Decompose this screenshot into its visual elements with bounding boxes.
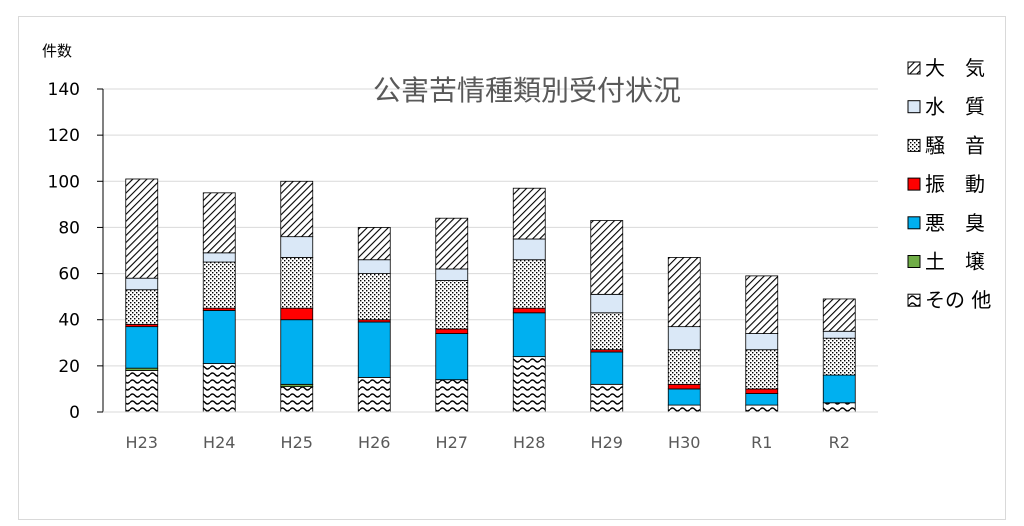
y-tick-60: 60	[58, 265, 80, 285]
bar-H24-その-他	[202, 363, 236, 413]
x-tick-H30: H30	[668, 433, 700, 452]
bar-H30-その-他	[667, 404, 701, 413]
bars	[125, 178, 856, 413]
bar-H26-騒-音	[357, 273, 391, 321]
bar-R2-大-気	[822, 298, 856, 332]
bar-H26-その-他	[357, 376, 391, 413]
bar-R1-騒-音	[745, 349, 779, 390]
bar-R2-悪-臭	[822, 374, 856, 404]
bar-H26-水-質	[357, 259, 391, 274]
legend-swatch-その-他	[907, 293, 921, 307]
bar-R1-振-動	[745, 388, 779, 394]
y-tick-80: 80	[58, 218, 80, 238]
bar-H26-大-気	[357, 227, 391, 261]
x-tick-H25: H25	[281, 433, 313, 452]
chart-title: 公害苦情種類別受付状況	[373, 74, 681, 107]
chart-frame	[18, 16, 1006, 520]
y-tick-140: 140	[48, 80, 80, 100]
x-tick-R2: R2	[829, 433, 850, 452]
y-tick-20: 20	[58, 357, 80, 377]
axes	[102, 89, 878, 413]
bar-H26-悪-臭	[357, 321, 391, 378]
bar-H25-大-気	[280, 180, 314, 238]
legend-swatch-大-気	[907, 61, 921, 75]
bar-H29-大-気	[590, 220, 624, 295]
bar-H28-その-他	[512, 356, 546, 413]
bar-H28-騒-音	[512, 259, 546, 309]
bar-H25-その-他	[280, 386, 314, 413]
legend-label-その-他: その 他	[925, 288, 991, 312]
x-tick-H23: H23	[126, 433, 158, 452]
bar-H24-悪-臭	[202, 310, 236, 364]
bar-R2-その-他	[822, 402, 856, 413]
bar-H27-水-質	[435, 268, 469, 281]
x-tick-labels: H23 H24 H25 H26 H27 H28 H29 H30 R1 R2	[126, 433, 850, 452]
bar-H28-悪-臭	[512, 312, 546, 358]
legend-swatch-土-壌	[907, 255, 921, 268]
bar-H25-水-質	[280, 236, 314, 258]
bar-H25-悪-臭	[280, 319, 314, 385]
y-tick-100: 100	[48, 172, 80, 192]
bar-H25-騒-音	[280, 257, 314, 309]
bar-H27-騒-音	[435, 280, 469, 330]
bar-H23-悪-臭	[125, 326, 159, 369]
bar-H29-水-質	[590, 293, 624, 314]
legend-label-大-気: 大 気	[925, 56, 985, 80]
legend-label-悪-臭: 悪 臭	[925, 211, 985, 235]
bar-H27-振-動	[435, 328, 469, 334]
bar-H28-水-質	[512, 238, 546, 261]
bar-H27-悪-臭	[435, 333, 469, 381]
bar-H30-振-動	[667, 383, 701, 390]
legend-swatch-振-動	[907, 177, 921, 191]
bar-H29-その-他	[590, 383, 624, 413]
x-tick-H24: H24	[203, 433, 235, 452]
bar-H24-騒-音	[202, 261, 236, 309]
bar-H23-水-質	[125, 277, 159, 291]
legend-swatch-悪-臭	[907, 216, 921, 230]
legend-swatch-騒-音	[907, 138, 921, 152]
bar-H25-振-動	[280, 307, 314, 321]
bar-H28-大-気	[512, 187, 546, 240]
bar-H24-大-気	[202, 192, 236, 254]
x-tick-H28: H28	[513, 433, 545, 452]
bar-R2-騒-音	[822, 337, 856, 376]
legend-swatch-水-質	[907, 100, 921, 114]
bar-H29-騒-音	[590, 312, 624, 351]
bar-R2-水-質	[822, 330, 856, 339]
bar-R1-水-質	[745, 333, 779, 351]
bar-H30-水-質	[667, 326, 701, 351]
bar-H23-その-他	[125, 370, 159, 413]
legend: 大 気水 質騒 音振 動悪 臭土 壌その 他	[907, 56, 991, 312]
bar-H28-振-動	[512, 307, 546, 314]
y-tick-40: 40	[58, 311, 80, 331]
bar-R1-その-他	[745, 404, 779, 413]
y-tick-120: 120	[48, 126, 80, 146]
bar-H30-大-気	[667, 257, 701, 328]
x-tick-R1: R1	[751, 433, 772, 452]
x-tick-H26: H26	[358, 433, 390, 452]
bar-H30-騒-音	[667, 349, 701, 385]
legend-label-振-動: 振 動	[925, 172, 985, 196]
bar-H24-水-質	[202, 252, 236, 263]
bar-H23-騒-音	[125, 289, 159, 325]
y-tick-labels: 0 20 40 60 80 100 120 140	[48, 80, 80, 423]
bar-H27-大-気	[435, 217, 469, 270]
legend-label-水-質: 水 質	[925, 95, 985, 119]
bar-R1-悪-臭	[745, 393, 779, 406]
bar-H23-大-気	[125, 178, 159, 279]
x-tick-H29: H29	[591, 433, 623, 452]
bar-H27-その-他	[435, 379, 469, 413]
bar-H30-悪-臭	[667, 388, 701, 406]
y-tick-0: 0	[69, 403, 80, 423]
legend-label-騒-音: 騒 音	[925, 133, 985, 157]
y-axis-label: 件数	[42, 42, 72, 60]
legend-label-土-壌: 土 壌	[925, 250, 985, 274]
bar-H29-悪-臭	[590, 351, 624, 385]
x-tick-H27: H27	[436, 433, 468, 452]
bar-R1-大-気	[745, 275, 779, 334]
